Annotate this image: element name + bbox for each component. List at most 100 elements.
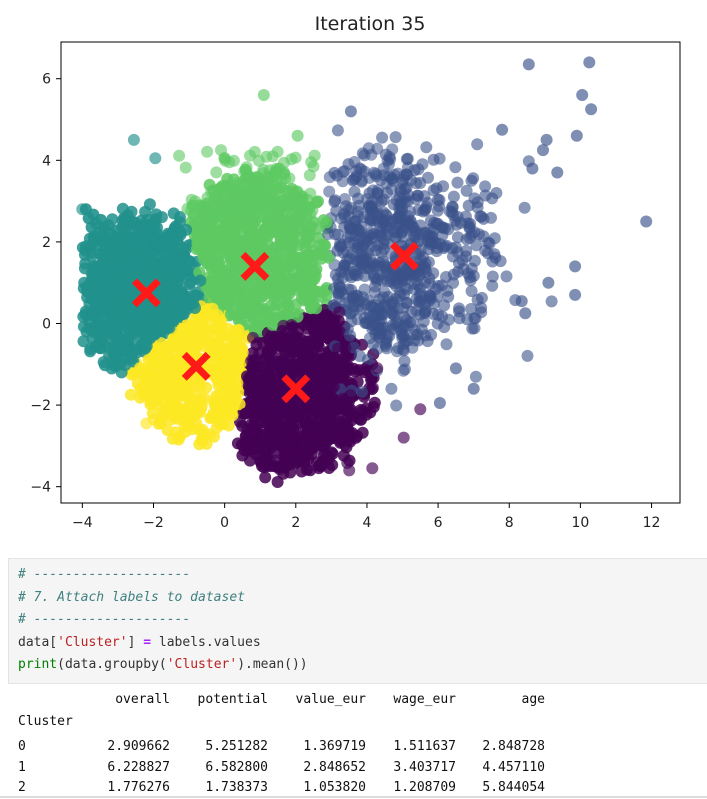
y-tick-label-1: −2 [30, 398, 51, 414]
scatter-point-3079 [330, 204, 343, 217]
scatter-point-2687 [259, 284, 272, 297]
scatter-point-2954 [427, 184, 440, 197]
scatter-point-2604 [168, 388, 181, 401]
scatter-point-2280 [222, 419, 235, 432]
scatter-point-2924 [545, 295, 558, 308]
scatter-point-3479 [308, 149, 321, 162]
scatter-point-3266 [320, 408, 333, 421]
scatter-point-3049 [367, 231, 380, 244]
scatter-point-3643 [519, 307, 532, 320]
scatter-point-3456 [291, 209, 304, 222]
chart-svg: Iteration 35 −4 −2 0 2 4 6 8 10 12 −4 −2 0 2 4 6 [30, 13, 681, 531]
scatter-point-3309 [316, 439, 329, 452]
scatter-point-3244 [263, 455, 276, 468]
y-tick-label-3: 2 [42, 235, 51, 251]
scatter-point-2126 [182, 254, 195, 267]
x-tick-label-2: 0 [220, 515, 229, 531]
scatter-point-3325 [296, 437, 309, 450]
output-column-header: overall [115, 692, 170, 707]
scatter-point-3492 [230, 183, 243, 196]
scatter-point-3022 [341, 253, 354, 266]
scatter-point-2804 [486, 270, 499, 283]
scatter-point-3037 [400, 314, 413, 327]
axis-ticks: −4 −2 0 2 4 6 8 10 12 −4 −2 0 2 4 6 [30, 72, 660, 531]
scatter-point-2287 [212, 379, 225, 392]
code-cell[interactable]: # -------------------- # 7. Attach label… [8, 558, 707, 684]
scatter-point-3652 [147, 413, 160, 426]
output-cell: 1.738373 [205, 780, 268, 795]
scatter-point-3184 [420, 141, 433, 154]
scatter-point-3236 [324, 398, 336, 411]
scatter-point-273 [323, 185, 336, 198]
scatter-point-3233 [247, 331, 259, 344]
scatter-point-3160 [396, 332, 409, 344]
scatter-point-2821 [486, 279, 499, 292]
scatter-point-2989 [401, 168, 414, 181]
scatter-point-1854 [184, 277, 197, 289]
scatter-point-3177 [425, 328, 438, 341]
scatter-point-2734 [385, 382, 398, 395]
scatter-point-3215 [358, 363, 371, 375]
scatter-point-3098 [415, 323, 428, 336]
scatter-point-2770 [356, 147, 369, 160]
scatter-point-3308 [312, 388, 325, 401]
scatter-point-2894 [460, 184, 473, 197]
scatter-point-3647 [344, 105, 357, 118]
scatter-point-3487 [219, 199, 232, 211]
scatter-point-2474 [84, 345, 97, 358]
scatter-point-2706 [297, 236, 310, 249]
scatter-point-3183 [394, 197, 407, 210]
x-tick-label-6: 8 [505, 515, 514, 531]
scatter-point-3333 [333, 324, 345, 337]
scatter-point-3641 [542, 276, 555, 289]
data-points [76, 56, 653, 488]
scatter-point-3314 [308, 338, 321, 351]
scatter-point-1969 [161, 424, 174, 436]
scatter-point-3047 [469, 370, 482, 383]
scatter-point-3441 [179, 161, 192, 174]
scatter-point-2874 [451, 176, 464, 189]
scatter-point-3028 [380, 333, 393, 346]
scatter-point-3632 [585, 103, 598, 116]
scatter-point-2909 [397, 344, 410, 357]
scatter-point-2559 [255, 242, 268, 255]
scatter-point-2517 [143, 198, 156, 211]
scatter-point-2646 [160, 356, 173, 369]
scatter-point-3173 [431, 217, 444, 230]
scatter-point-2406 [222, 330, 235, 343]
scatter-point-3255 [288, 401, 301, 414]
scatter-point-3186 [341, 231, 354, 244]
scatter-point-3136 [479, 189, 492, 202]
scatter-point-2575 [79, 308, 92, 321]
output-column-header: potential [197, 692, 268, 707]
scatter-point-2974 [467, 172, 480, 185]
scatter-point-2958 [339, 200, 352, 213]
scatter-point-3638 [551, 166, 564, 179]
scatter-point-2309 [214, 268, 227, 281]
scatter-point-2570 [126, 345, 139, 358]
scatter-point-3185 [446, 242, 459, 255]
scatter-point-2965 [518, 201, 531, 214]
scatter-point-3054 [373, 257, 386, 269]
scatter-point-2415 [349, 365, 362, 378]
scatter-point-3644 [467, 382, 480, 395]
scatter-point-3163 [430, 282, 442, 295]
scatter-point-3322 [288, 454, 301, 467]
scatter-point-3176 [368, 317, 381, 330]
scatter-point-3648 [127, 133, 140, 146]
scatter-point-2790 [447, 190, 460, 203]
output-cell: 1.511637 [393, 739, 456, 754]
scatter-point-3171 [440, 338, 453, 351]
x-tick-label-4: 4 [362, 515, 371, 531]
code-line-2: # 7. Attach labels to dataset [18, 589, 245, 605]
scatter-point-2476 [186, 319, 198, 332]
scatter-point-2693 [197, 252, 210, 265]
scatter-point-2262 [81, 284, 94, 297]
scatter-point-3628 [640, 215, 653, 228]
output-cell: 1.776276 [107, 780, 170, 795]
scatter-point-3293 [245, 379, 258, 392]
scatter-point-3469 [272, 200, 285, 213]
output-cell: 2.909662 [107, 739, 170, 754]
scatter-point-2913 [389, 131, 402, 144]
scatter-point-3489 [268, 179, 281, 192]
